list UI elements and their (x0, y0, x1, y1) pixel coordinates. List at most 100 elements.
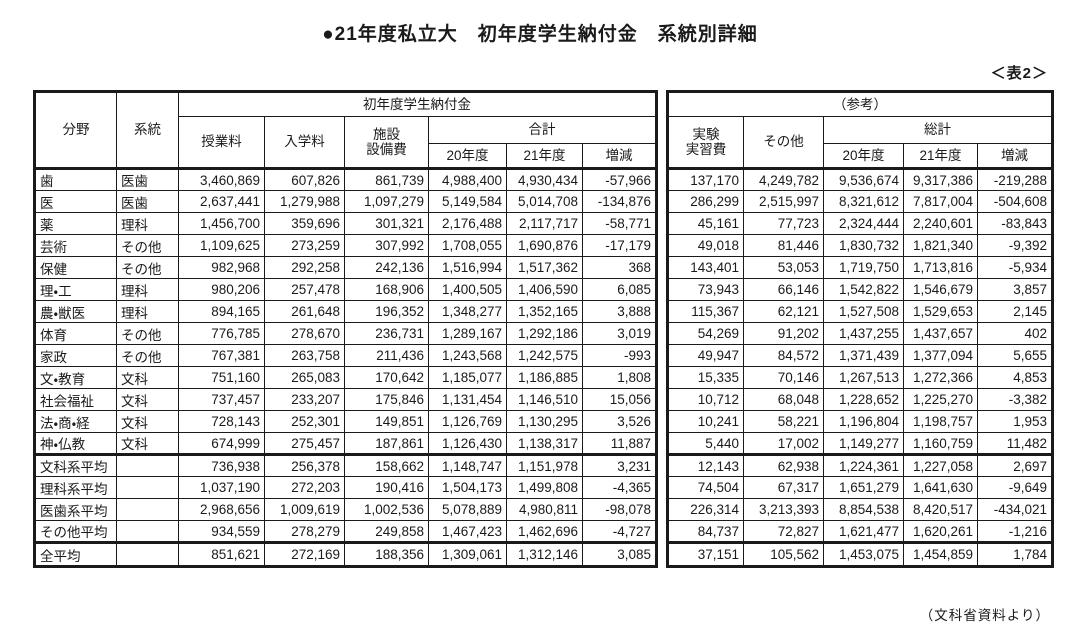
source-note: （文科省資料より） (919, 608, 1050, 623)
cell-tuition: 728,143 (178, 410, 265, 433)
cell-admission: 265,083 (264, 366, 345, 389)
cell-lab: 37,151 (667, 542, 744, 567)
cell-field: 歯 (34, 168, 117, 191)
table-row: 家政 その他 767,381 263,758 211,436 1,243,568 1,242… (34, 344, 657, 367)
cell-total21: 1,151,978 (506, 454, 583, 477)
cell-other: 105,562 (743, 542, 824, 567)
cell-total21: 1,406,590 (506, 278, 583, 301)
cell-other: 72,827 (743, 520, 824, 543)
col-header-grand-y21: 21年度 (903, 143, 978, 169)
cell-lab: 84,737 (667, 520, 744, 543)
cell-change: 15,056 (582, 388, 657, 411)
reference-table-header: （参考） 実験 実習費 その他 総計 20年度 21年度 増減 (667, 91, 1053, 169)
cell-field: 医 (34, 190, 117, 213)
cell-grand20: 9,536,674 (823, 168, 904, 191)
page-title: ●21年度私立大 初年度学生納付金 系統別詳細 (322, 24, 758, 45)
cell-system: 理科 (116, 212, 179, 235)
payments-table-summary: 文科系平均 736,938 256,378 158,662 1,148,747 1,151… (34, 454, 657, 543)
cell-total21: 1,292,186 (506, 322, 583, 345)
cell-tuition: 980,206 (178, 278, 265, 301)
cell-gchange: -219,288 (977, 168, 1053, 191)
cell-gchange: -3,382 (977, 388, 1053, 411)
cell-change: 3,019 (582, 322, 657, 345)
cell-admission: 1,009,619 (264, 498, 345, 521)
table-row: 医医歯 2,637,441 1,279,988 1,097,279 5,149,584 5… (34, 190, 657, 213)
cell-tuition: 2,637,441 (178, 190, 265, 213)
cell-gchange: -83,843 (977, 212, 1053, 235)
cell-tuition: 736,938 (178, 454, 265, 477)
cell-grand20: 1,527,508 (823, 300, 904, 323)
cell-field: 法・商・経 (34, 410, 117, 433)
cell-facility: 1,002,536 (344, 498, 429, 521)
reference-table-summary: 12,143 62,938 1,224,361 1,227,058 2,697 74,50… (667, 454, 1053, 543)
table-row: 15,335 70,146 1,267,513 1,272,366 4,853 (667, 366, 1053, 389)
cell-field: 理・工 (34, 278, 117, 301)
cell-gchange: -1,216 (977, 520, 1053, 543)
table-row: 84,737 72,827 1,621,477 1,620,261 -1,216 (667, 520, 1053, 543)
cell-grand21: 1,713,816 (903, 256, 978, 279)
cell-lab: 286,299 (667, 190, 744, 213)
cell-other: 58,221 (743, 410, 824, 433)
cell-total20: 1,243,568 (428, 344, 507, 367)
group-header-total: 合計 (428, 116, 657, 144)
payments-table-header: 分野 系統 初年度学生納付金 授業料 入学料 施設 設備費 合計 20年度 21… (34, 91, 657, 169)
cell-tuition: 934,559 (178, 520, 265, 543)
col-header-total-change: 増減 (582, 143, 657, 169)
cell-change: 6,085 (582, 278, 657, 301)
col-header-system: 系統 (116, 91, 179, 169)
cell-gchange: -5,934 (977, 256, 1053, 279)
col-header-grand-y20: 20年度 (823, 143, 904, 169)
cell-other: 70,146 (743, 366, 824, 389)
cell-change: -57,966 (582, 168, 657, 191)
cell-system: 医歯 (116, 190, 179, 213)
cell-facility: 236,731 (344, 322, 429, 345)
cell-other: 62,121 (743, 300, 824, 323)
cell-facility: 861,739 (344, 168, 429, 191)
table-row: 10,712 68,048 1,228,652 1,225,270 -3,382 (667, 388, 1053, 411)
col-header-facility: 施設 設備費 (344, 116, 429, 169)
table-row: 医歯系平均 2,968,656 1,009,619 1,002,536 5,078,88… (34, 498, 657, 521)
cell-system: 理科 (116, 300, 179, 323)
reference-table: （参考） 実験 実習費 その他 総計 20年度 21年度 増減 137,170 4… (666, 90, 1054, 568)
table-row: 薬理科 1,456,700 359,696 301,321 2,176,488 2,117… (34, 212, 657, 235)
cell-gchange: 3,857 (977, 278, 1053, 301)
cell-total20: 1,348,277 (428, 300, 507, 323)
col-header-tuition: 授業料 (178, 116, 265, 169)
tables-container: 分野 系統 初年度学生納付金 授業料 入学料 施設 設備費 合計 20年度 21… (33, 90, 1054, 568)
cell-system: その他 (116, 256, 179, 279)
table-row: 歯医歯 3,460,869 607,826 861,739 4,988,400 4,930… (34, 168, 657, 191)
cell-gchange: -9,392 (977, 234, 1053, 257)
cell-total20: 1,467,423 (428, 520, 507, 543)
cell-admission: 278,670 (264, 322, 345, 345)
table-row: 文科系平均 736,938 256,378 158,662 1,148,747 1,151… (34, 454, 657, 477)
cell-total20: 1,309,061 (428, 542, 507, 567)
table-row: 37,151 105,562 1,453,075 1,454,859 1,784 (667, 542, 1053, 567)
facility-line1: 施設 (373, 126, 400, 142)
cell-admission: 272,203 (264, 476, 345, 499)
cell-admission: 1,279,988 (264, 190, 345, 213)
cell-total20: 5,149,584 (428, 190, 507, 213)
cell-system: 文科 (116, 388, 179, 411)
cell-admission: 233,207 (264, 388, 345, 411)
cell-field: 体育 (34, 322, 117, 345)
col-header-total-y20: 20年度 (428, 143, 507, 169)
cell-admission: 252,301 (264, 410, 345, 433)
cell-grand21: 9,317,386 (903, 168, 978, 191)
table-row: 神・仏教 文科 674,999 275,457 187,861 1,126,430 1,13… (34, 432, 657, 455)
cell-other: 2,515,997 (743, 190, 824, 213)
cell-other: 67,317 (743, 476, 824, 499)
cell-tuition: 751,160 (178, 366, 265, 389)
cell-gchange: 402 (977, 322, 1053, 345)
cell-grand21: 8,420,517 (903, 498, 978, 521)
table-row: 12,143 62,938 1,224,361 1,227,058 2,697 (667, 454, 1053, 477)
table-row: 法・商・経 文科 728,143 252,301 149,851 1,126,769 1,1… (34, 410, 657, 433)
cell-tuition: 737,457 (178, 388, 265, 411)
cell-change: -993 (582, 344, 657, 367)
cell-tuition: 851,621 (178, 542, 265, 567)
table-row: 143,401 53,053 1,719,750 1,713,816 -5,934 (667, 256, 1053, 279)
cell-field: 農・獣医 (34, 300, 117, 323)
cell-lab: 74,504 (667, 476, 744, 499)
cell-total20: 1,516,994 (428, 256, 507, 279)
payments-table-body: 歯医歯 3,460,869 607,826 861,739 4,988,400 4,930… (34, 168, 657, 455)
cell-field: 理科系平均 (34, 476, 117, 499)
